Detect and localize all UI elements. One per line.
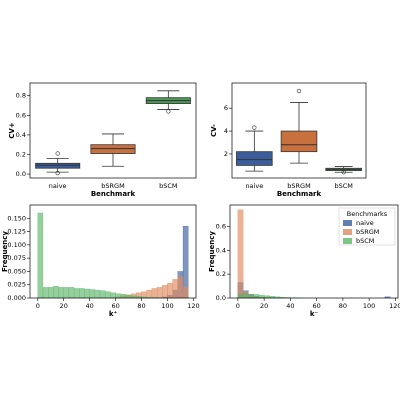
histogram-bar: [178, 277, 183, 298]
x-tick-label: 40: [286, 302, 294, 310]
histogram-bar: [59, 287, 64, 298]
x-tick-label: 20: [260, 302, 268, 310]
histogram-bar: [157, 287, 162, 298]
x-tick-label: 60: [111, 302, 119, 310]
y-tick-label: 0.6: [216, 222, 226, 230]
histogram-bar: [248, 294, 253, 298]
y-tick-label: 6: [224, 104, 228, 112]
x-tick-label: 60: [312, 302, 320, 310]
histogram-bar: [264, 296, 269, 298]
y-tick-label: 0.075: [7, 254, 26, 262]
histogram-bar: [95, 290, 100, 298]
y-tick-label: 0.8: [16, 92, 26, 100]
histogram-bar: [100, 291, 105, 298]
histogram-bar: [238, 294, 243, 298]
histogram-bar: [183, 287, 188, 298]
histogram-bar: [243, 293, 248, 298]
y-tick-label: 0.050: [7, 267, 26, 275]
y-tick-label: 0.100: [7, 241, 26, 249]
legend-label: bSCM: [356, 237, 374, 245]
x-tick-label: 40: [86, 302, 94, 310]
histogram-bar: [126, 295, 131, 298]
box: [281, 131, 317, 152]
y-tick-label: 0.0: [16, 170, 26, 178]
x-tick-label: 120: [187, 302, 199, 310]
histogram-bar: [173, 279, 178, 298]
histogram-bar: [69, 287, 74, 298]
x-tick-label: bSRGM: [101, 182, 124, 190]
legend-swatch: [343, 238, 352, 244]
histogram-bar: [238, 210, 243, 298]
y-tick-label: 0.4: [216, 246, 226, 254]
histogram-bar: [259, 295, 264, 298]
histogram-bar: [152, 288, 157, 298]
y-tick-label: 0.6: [16, 111, 26, 119]
legend-label: naive: [356, 219, 374, 227]
outlier: [167, 110, 171, 114]
x-tick-label: 0: [36, 302, 40, 310]
histogram-bar: [167, 283, 172, 298]
histogram-bar: [53, 286, 58, 298]
legend-title: Benchmarks: [347, 210, 388, 218]
y-axis-label: CV-: [210, 124, 218, 137]
y-axis-label: Frequency: [1, 231, 9, 272]
y-tick-label: 0.2: [16, 150, 26, 158]
histogram-bar: [110, 293, 115, 298]
histogram-bar: [48, 287, 53, 298]
y-tick-label: 0.000: [7, 294, 26, 302]
x-tick-label: bSRGM: [287, 182, 310, 190]
x-tick-label: 120: [389, 302, 400, 310]
histogram-bar: [38, 213, 43, 298]
x-tick-label: bSCM: [159, 182, 177, 190]
x-axis-label: Benchmark: [277, 190, 322, 198]
y-axis-label: Frequency: [208, 231, 216, 272]
box: [236, 152, 272, 166]
x-axis-label: k⁻: [310, 310, 319, 318]
legend-label: bSRGM: [356, 228, 379, 236]
x-tick-label: 100: [363, 302, 375, 310]
outlier: [56, 152, 60, 156]
y-tick-label: 4: [224, 127, 228, 135]
x-tick-label: 20: [60, 302, 68, 310]
x-tick-label: bSCM: [334, 182, 352, 190]
histogram-bar: [74, 288, 79, 298]
histogram-bar: [147, 290, 152, 298]
y-axis-label: CV+: [8, 122, 16, 139]
histogram-bar: [105, 292, 110, 298]
legend-swatch: [343, 220, 352, 226]
x-tick-label: 0: [236, 302, 240, 310]
histogram-bar: [121, 294, 126, 298]
histogram-bar: [84, 289, 89, 298]
outlier: [297, 89, 301, 93]
histogram-bar: [116, 294, 121, 298]
histogram-bar: [90, 289, 95, 298]
x-axis-label: k⁺: [109, 310, 118, 318]
x-tick-label: 80: [137, 302, 145, 310]
x-tick-label: naive: [245, 182, 263, 190]
histogram-bar: [162, 285, 167, 298]
y-tick-label: 0.4: [16, 131, 26, 139]
x-axis-label: Benchmark: [91, 190, 136, 198]
histogram-bar: [79, 288, 84, 298]
y-tick-label: 0.125: [7, 228, 26, 236]
y-tick-label: 0.025: [7, 281, 26, 289]
x-tick-label: 80: [339, 302, 347, 310]
x-tick-label: 100: [161, 302, 173, 310]
histogram-bar: [254, 294, 259, 298]
outlier: [253, 126, 257, 130]
x-tick-label: naive: [49, 182, 67, 190]
y-tick-label: 0.150: [7, 214, 26, 222]
histogram-bar: [43, 287, 48, 298]
legend-swatch: [343, 229, 352, 235]
y-tick-label: 0.0: [216, 294, 226, 302]
y-tick-label: 2: [224, 150, 228, 158]
y-tick-label: 0.2: [216, 270, 226, 278]
histogram-bar: [64, 287, 69, 298]
